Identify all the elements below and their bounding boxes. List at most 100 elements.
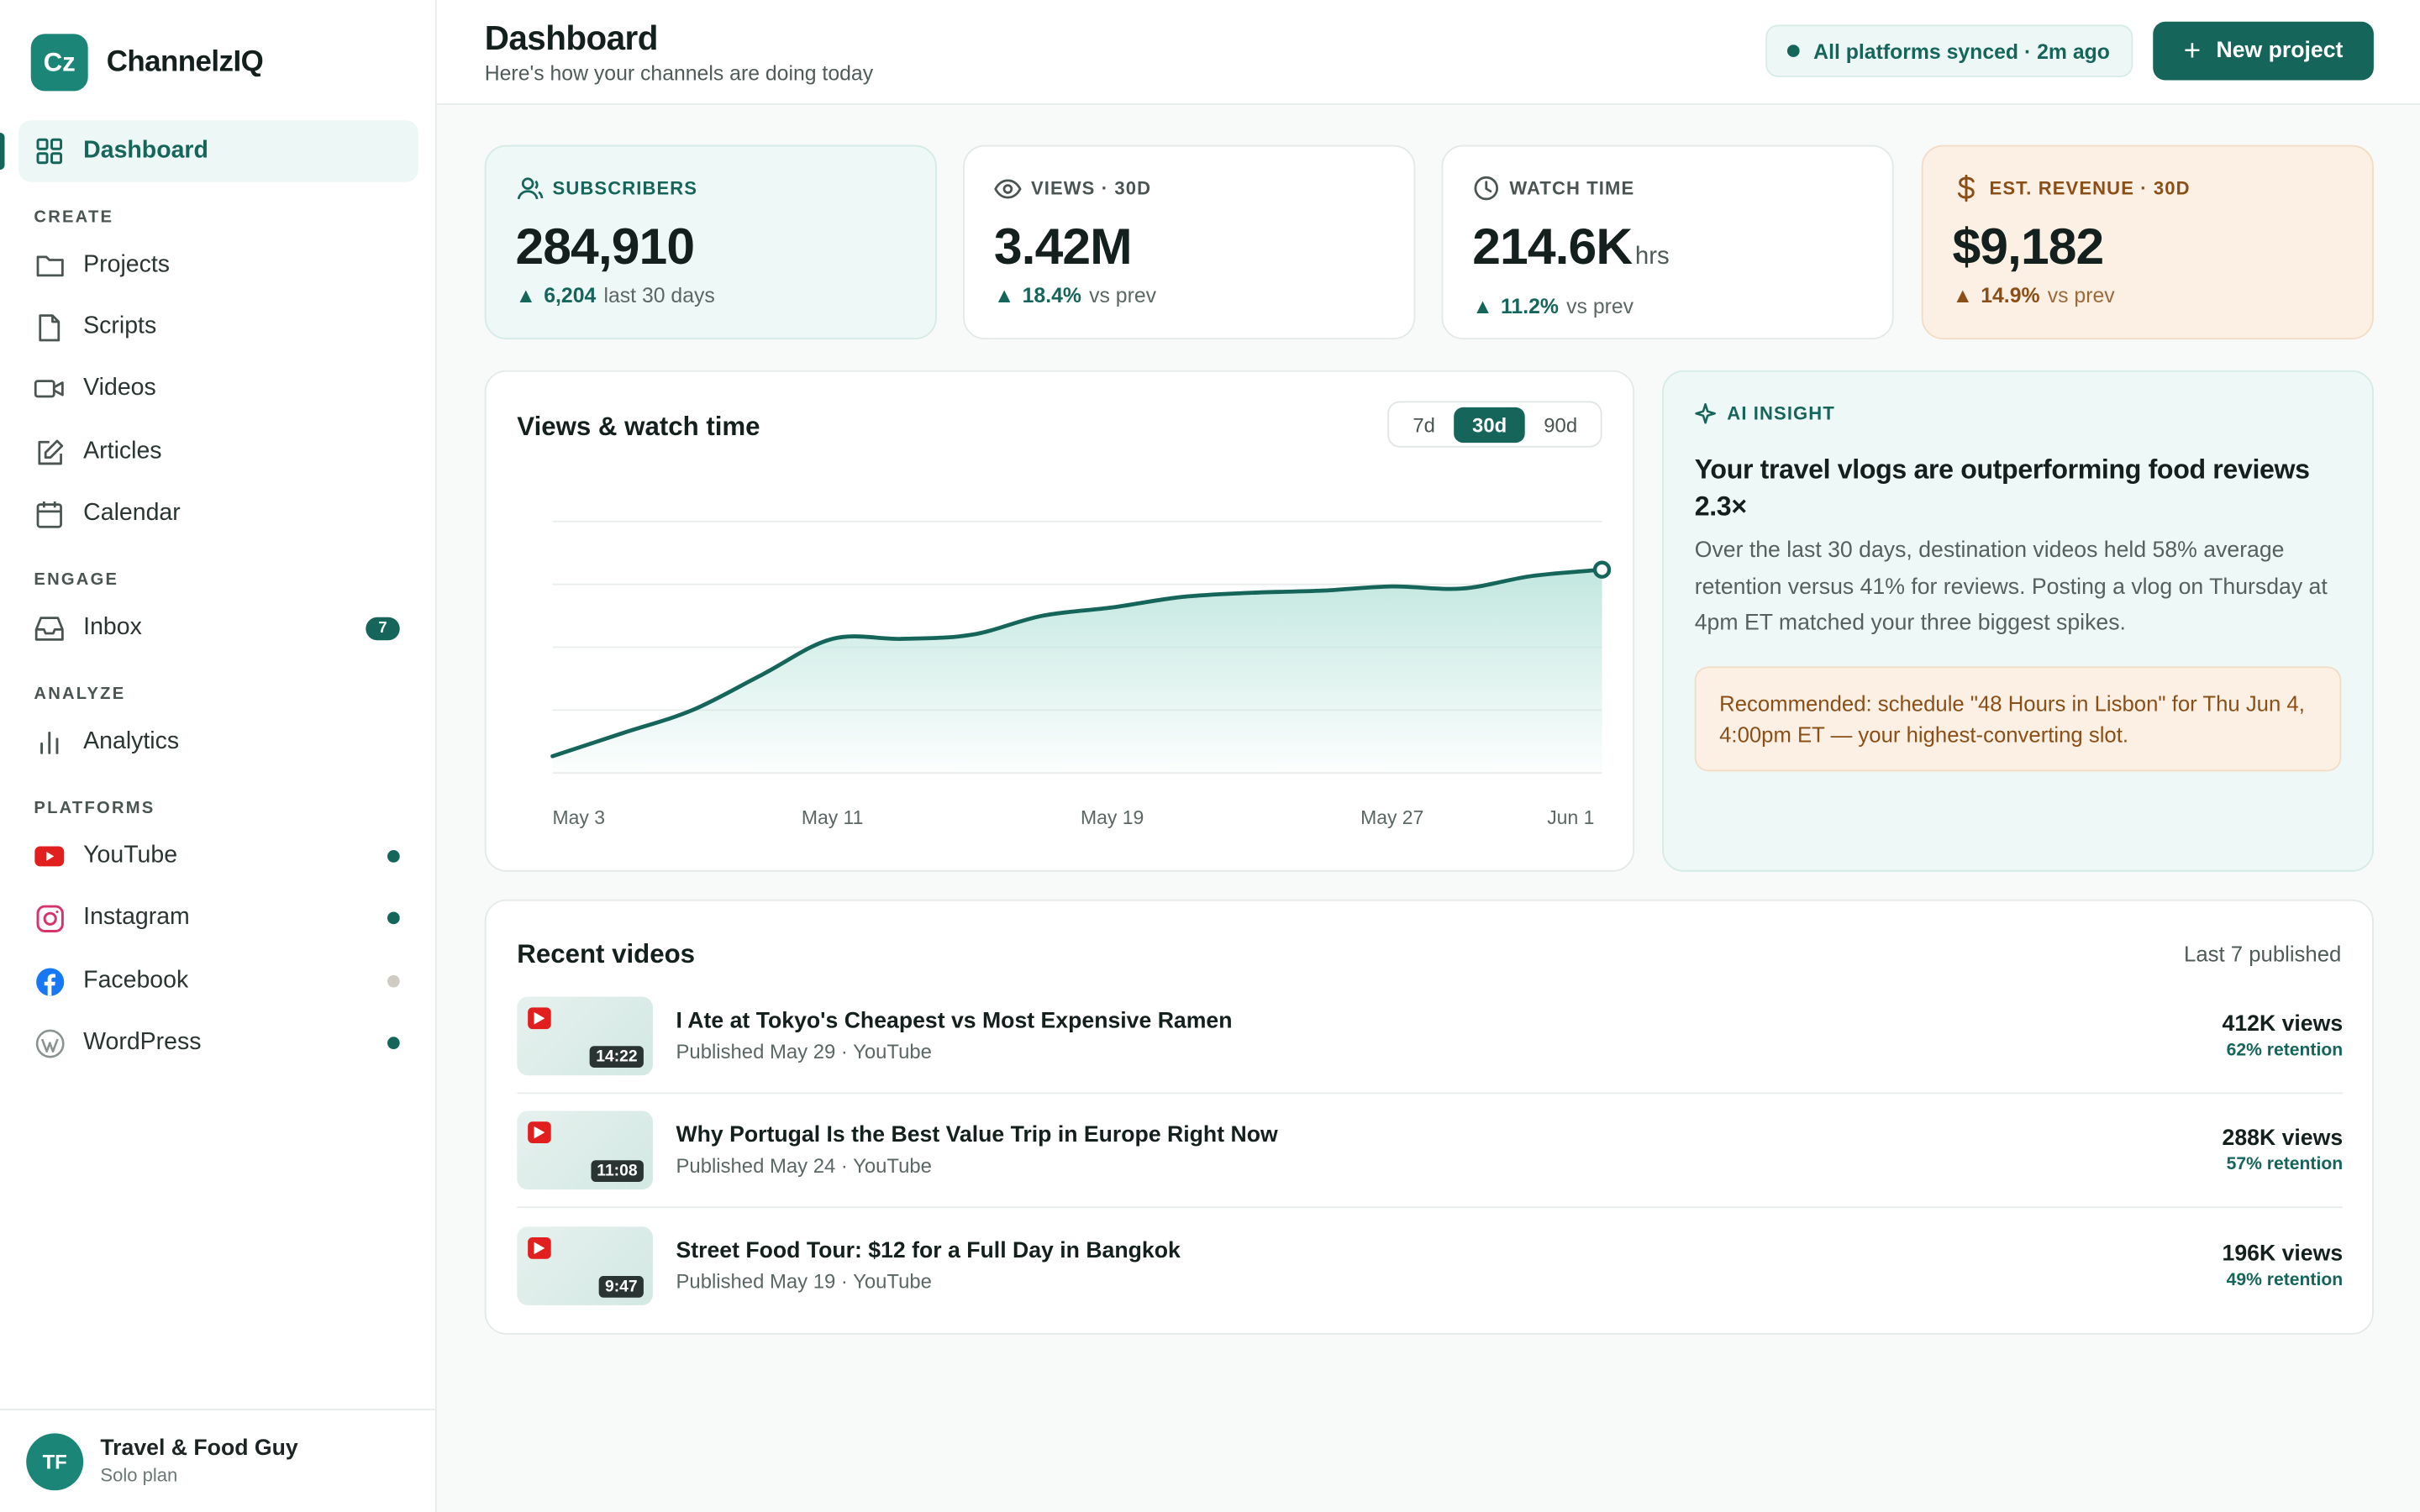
status-dot-wordpress — [387, 1037, 400, 1049]
stat-delta-value: 18.4% — [1022, 283, 1081, 307]
stat-delta-value: 6,204 — [544, 283, 597, 307]
sidebar-item-label: Articles — [83, 438, 162, 465]
sync-status-text: All platforms synced · 2m ago — [1813, 39, 2110, 63]
stat-delta-value: 14.9% — [1981, 283, 2040, 307]
insight-recommendation[interactable]: Recommended: schedule "48 Hours in Lisbo… — [1694, 665, 2342, 771]
stat-label: VIEWS · 30D — [1030, 177, 1152, 199]
recent-videos-meta: Last 7 published — [2184, 941, 2342, 966]
sidebar-item-videos[interactable]: Videos — [18, 358, 418, 419]
chart-endpoint-marker — [1592, 560, 1612, 579]
active-nav-indicator — [0, 132, 5, 171]
sidebar-item-label: Videos — [83, 375, 156, 402]
stat-card-subscribers[interactable]: SUBSCRIBERS 284,910 ▲ 6,204 last 30 days — [484, 144, 937, 340]
stat-delta-suffix: last 30 days — [603, 283, 715, 307]
sync-status-pill[interactable]: All platforms synced · 2m ago — [1765, 24, 2133, 77]
new-project-label: New project — [2216, 38, 2344, 64]
video-duration: 14:22 — [589, 1046, 644, 1068]
bar-chart-icon — [34, 727, 65, 758]
range-90d-button[interactable]: 90d — [1544, 412, 1578, 436]
sidebar-item-instagram[interactable]: Instagram — [18, 887, 418, 948]
sidebar-item-label: Scripts — [83, 312, 157, 340]
video-title: Street Food Tour: $12 for a Full Day in … — [676, 1237, 1181, 1263]
sidebar-item-facebook[interactable]: Facebook — [18, 950, 418, 1011]
stat-delta-suffix: vs prev — [1089, 283, 1157, 307]
stat-value: $9,182 — [1952, 217, 2104, 275]
video-retention: 49% retention — [2226, 1270, 2344, 1289]
sidebar-item-inbox[interactable]: Inbox 7 — [18, 597, 418, 659]
video-thumbnail: 14:22 — [517, 996, 653, 1076]
stat-card-watch-time[interactable]: WATCH TIME 214.6K hrs ▲ 11.2% vs prev — [1441, 144, 1894, 340]
insight-title: Your travel vlogs are outperforming food… — [1694, 454, 2310, 522]
section-create: CREATE — [34, 207, 114, 228]
video-views: 196K views — [2222, 1241, 2344, 1267]
video-thumbnail: 11:08 — [517, 1110, 653, 1190]
sidebar-item-projects[interactable]: Projects — [18, 234, 418, 296]
new-project-button[interactable]: + New project — [2153, 21, 2374, 81]
range-30d-button[interactable]: 30d — [1454, 406, 1526, 443]
top-header: Dashboard Here's how your channels are d… — [436, 0, 2420, 105]
sidebar-item-label: Projects — [83, 251, 171, 278]
stat-card-revenue[interactable]: EST. REVENUE · 30D $9,182 ▲ 14.9% vs pre… — [1921, 144, 2374, 340]
chart-area-fill — [552, 570, 1602, 774]
status-dot-instagram — [387, 911, 400, 925]
grid-icon — [34, 136, 65, 167]
video-duration: 11:08 — [590, 1160, 644, 1182]
page-subtitle: Here's how your channels are doing today — [484, 61, 874, 86]
sidebar-item-label: Instagram — [83, 904, 190, 931]
status-dot-youtube — [387, 850, 400, 863]
sidebar-item-analytics[interactable]: Analytics — [18, 711, 418, 773]
chart-x-tick-label: May 11 — [802, 806, 864, 828]
clock-icon — [1472, 175, 1500, 202]
sparkle-icon — [1695, 402, 1717, 424]
stat-unit: hrs — [1634, 244, 1670, 270]
main-content: Dashboard Here's how your channels are d… — [436, 0, 2420, 1512]
recent-videos-title: Recent videos — [517, 939, 696, 969]
sidebar: Cz ChannelzIQ Dashboard CREATE Projects … — [0, 0, 437, 1512]
range-toggle: 7d 30d 90d — [1387, 401, 1602, 448]
sidebar-item-youtube[interactable]: YouTube — [18, 826, 418, 887]
video-row[interactable]: 11:08 Why Portugal Is the Best Value Tri… — [517, 1094, 2344, 1209]
inbox-icon — [34, 612, 65, 643]
stat-value: 284,910 — [515, 217, 695, 275]
video-row[interactable]: 9:47 Street Food Tour: $12 for a Full Da… — [517, 1208, 2343, 1322]
wordpress-icon — [34, 1027, 65, 1058]
stat-label: WATCH TIME — [1509, 177, 1635, 199]
page-title: Dashboard — [484, 18, 659, 57]
sidebar-item-label: Facebook — [83, 967, 189, 994]
section-analyze: ANALYZE — [34, 685, 126, 704]
sidebar-item-dashboard[interactable]: Dashboard — [18, 120, 418, 182]
video-retention: 62% retention — [2226, 1041, 2344, 1060]
video-published: Published May 29 · YouTube — [676, 1039, 932, 1063]
sidebar-item-label: WordPress — [83, 1029, 202, 1056]
eye-icon — [994, 175, 1022, 202]
chart-series-line — [550, 567, 1604, 759]
stat-card-views[interactable]: VIEWS · 30D 3.42M ▲ 18.4% vs prev — [963, 144, 1416, 340]
sidebar-item-wordpress[interactable]: WordPress — [18, 1012, 418, 1074]
video-row[interactable]: 14:22 I Ate at Tokyo's Cheapest vs Most … — [517, 979, 2344, 1095]
up-arrow-icon: ▲ — [993, 283, 1015, 307]
chart-x-tick-label: May 19 — [1081, 806, 1144, 828]
user-icon — [515, 175, 543, 202]
video-published: Published May 24 · YouTube — [676, 1153, 932, 1178]
sidebar-item-label: Inbox — [83, 614, 142, 641]
sidebar-item-label: Analytics — [83, 727, 180, 755]
video-views: 288K views — [2222, 1126, 2344, 1152]
stat-delta-value: 11.2% — [1500, 294, 1559, 318]
chart-x-tick-label: May 3 — [553, 806, 605, 828]
video-title: Why Portugal Is the Best Value Trip in E… — [676, 1123, 1278, 1148]
youtube-icon — [34, 841, 65, 872]
youtube-icon — [528, 1121, 551, 1144]
range-7d-button[interactable]: 7d — [1413, 412, 1435, 436]
brand-logo: Cz — [30, 34, 88, 92]
up-arrow-icon: ▲ — [1472, 294, 1493, 318]
video-views: 412K views — [2222, 1011, 2344, 1037]
up-arrow-icon: ▲ — [1952, 283, 1974, 307]
brand[interactable]: Cz ChannelzIQ — [30, 34, 264, 92]
video-thumbnail: 9:47 — [517, 1226, 653, 1305]
sidebar-item-scripts[interactable]: Scripts — [18, 297, 418, 358]
sidebar-item-calendar[interactable]: Calendar — [18, 483, 418, 544]
video-title: I Ate at Tokyo's Cheapest vs Most Expens… — [676, 1009, 1233, 1034]
user-profile[interactable]: TF Travel & Food Guy Solo plan — [0, 1408, 435, 1512]
sidebar-item-articles[interactable]: Articles — [18, 421, 418, 482]
stat-delta-suffix: vs prev — [1566, 294, 1634, 318]
